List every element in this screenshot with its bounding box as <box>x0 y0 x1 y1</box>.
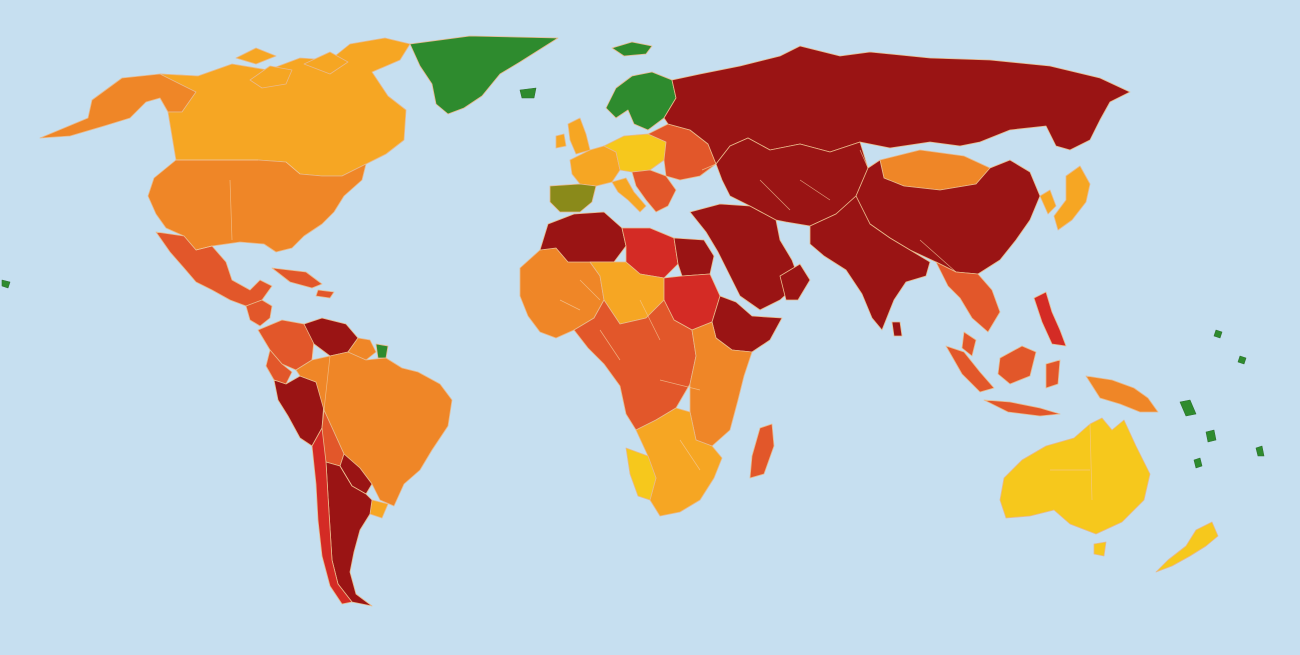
region-papua <box>1085 375 1159 413</box>
region-canada-islands <box>235 47 349 89</box>
region-south-asia <box>809 195 931 331</box>
region-brazil <box>295 351 453 507</box>
region-balkans <box>631 169 677 213</box>
region-central-america <box>245 299 273 327</box>
region-arabia-oman <box>779 263 811 301</box>
region-suriname <box>375 343 389 359</box>
region-tasmania <box>1093 541 1107 557</box>
region-western-europe <box>569 145 621 187</box>
pacific-islands <box>1 87 1265 469</box>
region-namibia <box>625 447 657 501</box>
region-australia <box>999 417 1151 535</box>
region-korea-japan <box>1039 165 1091 231</box>
region-iceland <box>611 41 653 57</box>
region-southeast-asia <box>935 261 1001 357</box>
region-caribbean <box>271 267 335 299</box>
region-madagascar <box>749 423 775 479</box>
region-central-europe <box>603 133 667 173</box>
region-new-zealand <box>1155 521 1219 573</box>
region-greenland <box>409 35 559 115</box>
region-italy <box>611 177 647 213</box>
region-philippines <box>1033 291 1067 347</box>
country-borders <box>176 149 1093 501</box>
region-usa <box>147 159 367 253</box>
region-chile <box>311 427 353 605</box>
region-indonesia <box>945 345 1061 417</box>
region-east-africa <box>689 321 753 447</box>
region-sri-lanka <box>891 321 903 337</box>
region-iberia <box>549 183 597 213</box>
